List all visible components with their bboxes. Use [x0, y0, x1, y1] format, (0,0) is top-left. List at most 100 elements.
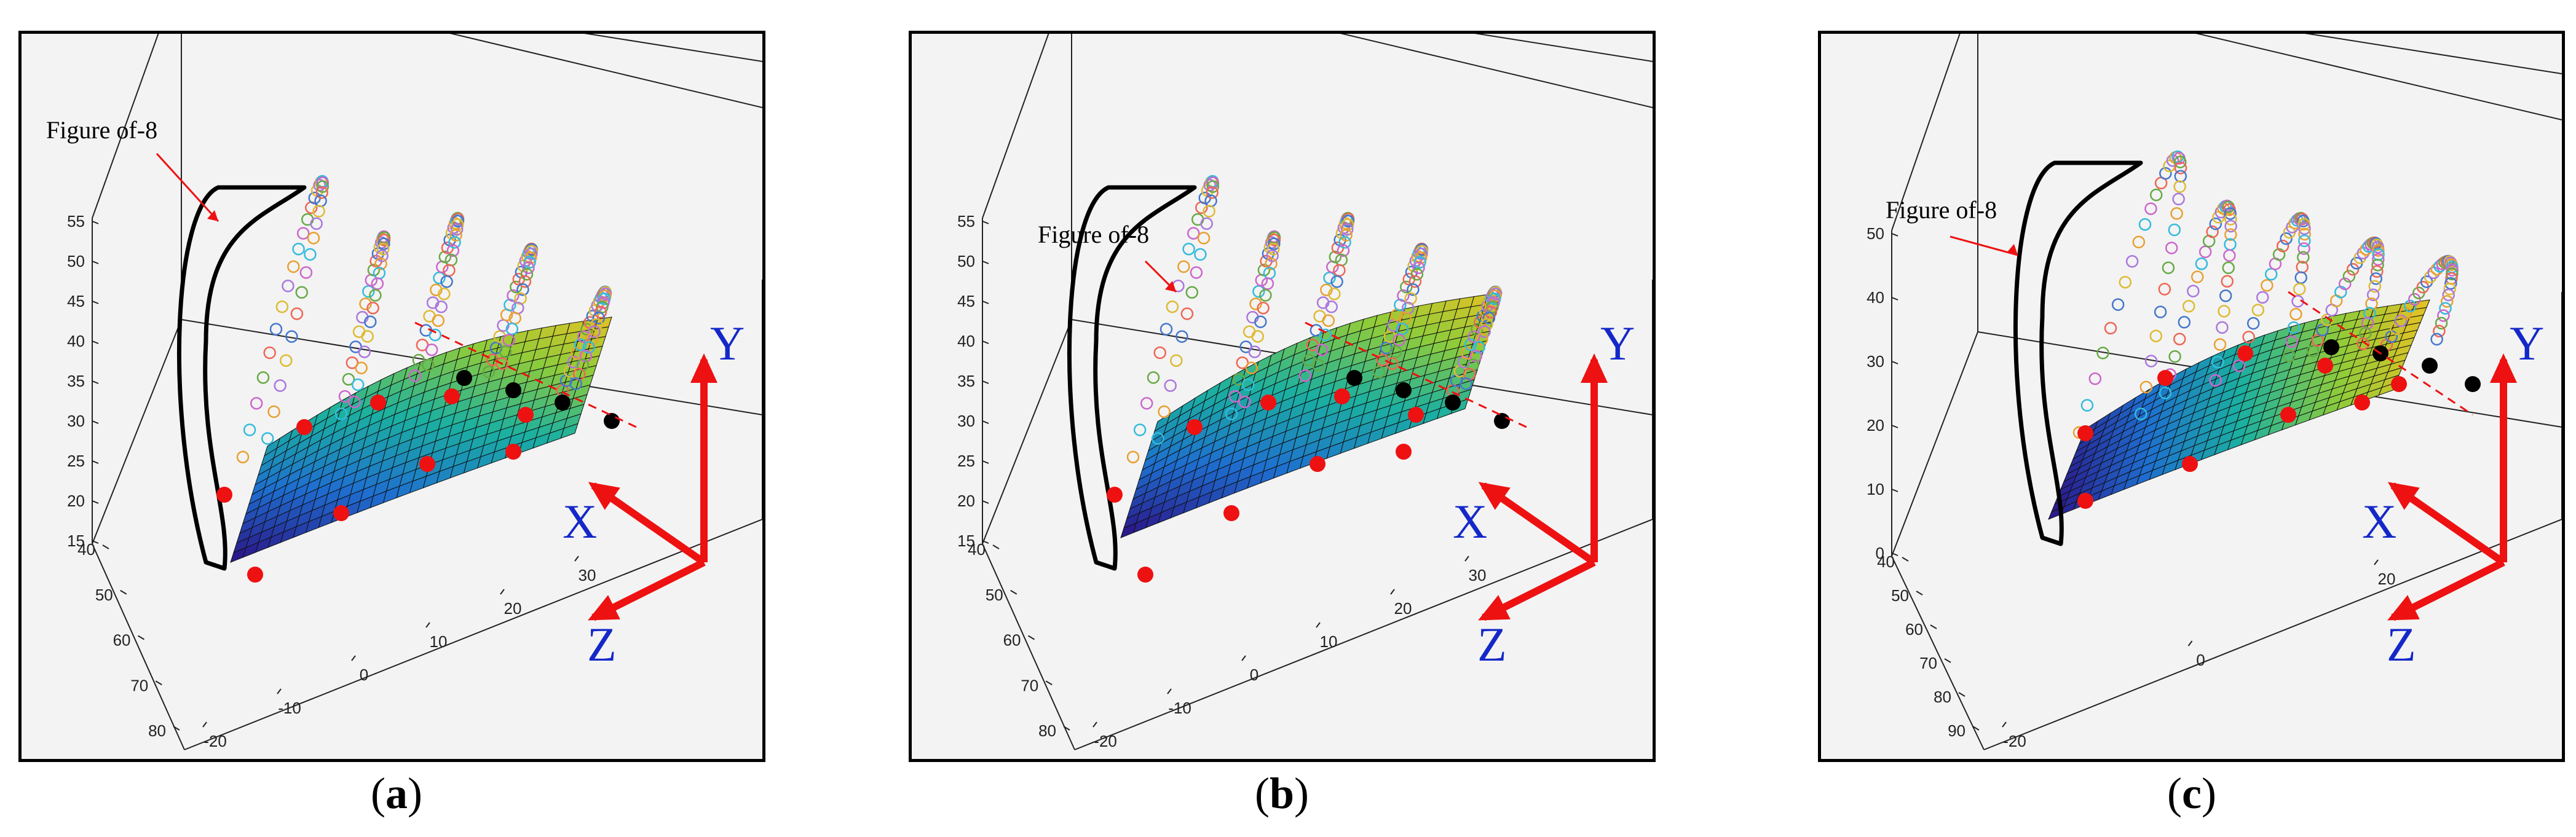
trajectory-ring	[2424, 270, 2437, 283]
trajectory-ring	[1460, 377, 1472, 390]
trajectory-ring	[1182, 242, 1195, 256]
y-tick-label: 30	[1867, 352, 1884, 371]
trajectory-ring	[263, 346, 276, 360]
trajectory-ring	[1482, 312, 1496, 324]
trajectory-ring	[577, 330, 590, 344]
z-tick-label: -20	[2003, 732, 2026, 750]
trajectory-ring	[377, 237, 390, 251]
trajectory-ring	[1180, 307, 1194, 320]
y-tick-label: 50	[957, 252, 975, 270]
z-tick-label: -10	[1168, 699, 1191, 717]
y-tick-mark	[92, 500, 99, 504]
black-marker	[2465, 376, 2481, 392]
box-edge-top-left	[1891, 34, 1961, 231]
trajectory-ring	[2125, 255, 2139, 268]
trajectory-ring	[1206, 180, 1220, 193]
x-tick-mark	[992, 544, 1000, 549]
trajectory-ring	[250, 397, 263, 410]
y-tick-mark	[92, 221, 99, 224]
trajectory-ring	[2246, 316, 2260, 330]
trajectory-ring	[510, 280, 523, 294]
y-tick-label: 0	[1876, 544, 1884, 562]
x-tick-mark	[1063, 726, 1070, 731]
trajectory-ring	[590, 318, 603, 331]
trajectory-ring	[312, 205, 325, 218]
trajectory-ring	[1340, 229, 1353, 242]
trajectory-ring	[1238, 395, 1251, 409]
trajectory-ring	[364, 315, 377, 328]
trajectory-ring	[2369, 272, 2382, 285]
annotation-figure-of-8: Figure of-8	[46, 116, 157, 144]
trajectory-ring	[2338, 277, 2352, 291]
x-tick-mark	[1045, 680, 1053, 686]
trajectory-ring	[1261, 277, 1274, 290]
trajectory-ring	[505, 322, 519, 336]
black-marker	[1346, 370, 1362, 386]
trajectory-ring	[2290, 307, 2302, 321]
trajectory-ring	[449, 229, 462, 242]
trajectory-ring	[376, 250, 389, 262]
trajectory-ring	[346, 356, 359, 369]
trajectory-ring	[1337, 244, 1350, 257]
trajectory-ring	[1160, 323, 1173, 336]
caption-b-letter: b	[1269, 769, 1295, 818]
x-tick-mark	[1930, 624, 1937, 629]
trajectory-ring	[1340, 222, 1354, 236]
y-tick-label: 45	[957, 292, 975, 310]
y-tick-mark	[982, 420, 989, 424]
x-tick-mark	[1916, 591, 1923, 595]
trajectory-ring	[299, 266, 313, 279]
trajectory-ring	[351, 378, 365, 391]
z-tick-label: 30	[1469, 566, 1487, 584]
red-marker	[2182, 456, 2198, 472]
z-arrow-head	[2387, 595, 2420, 621]
box-edge-back-floor-left	[982, 319, 1072, 544]
trajectory-ring	[2372, 244, 2385, 257]
trajectory-ring	[1407, 283, 1420, 296]
trajectory-ring	[2256, 291, 2269, 304]
trajectory-ring	[355, 361, 368, 375]
trajectory-ring	[2191, 270, 2204, 283]
trajectory-ring	[1464, 338, 1477, 352]
trajectory-ring	[435, 301, 448, 313]
y-arrow-head	[1581, 353, 1608, 383]
surface-mesh	[230, 316, 612, 563]
trajectory-ring	[316, 176, 330, 189]
trajectory-ring	[2435, 316, 2448, 330]
red-marker	[1408, 407, 1424, 423]
markers	[1107, 370, 1510, 583]
trajectory-ring	[280, 354, 293, 367]
trajectory-ring	[2088, 372, 2102, 385]
axis-letter-x: X	[1453, 495, 1487, 548]
trajectory-ring	[2365, 297, 2378, 310]
trajectory-ring	[1412, 261, 1425, 275]
trajectory-ring	[579, 349, 593, 363]
trajectory-ring	[2293, 283, 2306, 296]
x-tick-label: 70	[1021, 676, 1038, 694]
trajectory-ring	[2139, 380, 2153, 394]
trajectory-ring	[516, 283, 529, 296]
trajectory-ring	[2444, 277, 2457, 290]
annotation-arrowhead	[1165, 281, 1176, 292]
trajectory-ring	[371, 277, 384, 290]
y-tick-mark	[92, 420, 99, 424]
trajectory-ring	[1268, 234, 1281, 246]
trajectory-ring	[2232, 360, 2246, 372]
trajectory-ring	[518, 275, 532, 288]
black-marker	[505, 382, 521, 398]
trajectory-ring	[2437, 309, 2450, 322]
trajectory-ring	[430, 283, 443, 296]
trajectory-ring	[1396, 322, 1409, 336]
trajectory-ring	[440, 275, 453, 288]
trajectory-ring	[256, 371, 270, 384]
red-marker	[1260, 395, 1276, 411]
black-marker	[555, 395, 571, 411]
red-marker	[2280, 407, 2296, 423]
trajectory-ring	[1133, 423, 1147, 436]
box-edge-front-left	[982, 543, 1075, 750]
red-marker	[1334, 388, 1350, 404]
red-marker	[2317, 358, 2333, 374]
trajectory-ring	[377, 234, 391, 246]
trajectory-ring	[1413, 256, 1426, 269]
trajectory-ring	[588, 325, 601, 338]
